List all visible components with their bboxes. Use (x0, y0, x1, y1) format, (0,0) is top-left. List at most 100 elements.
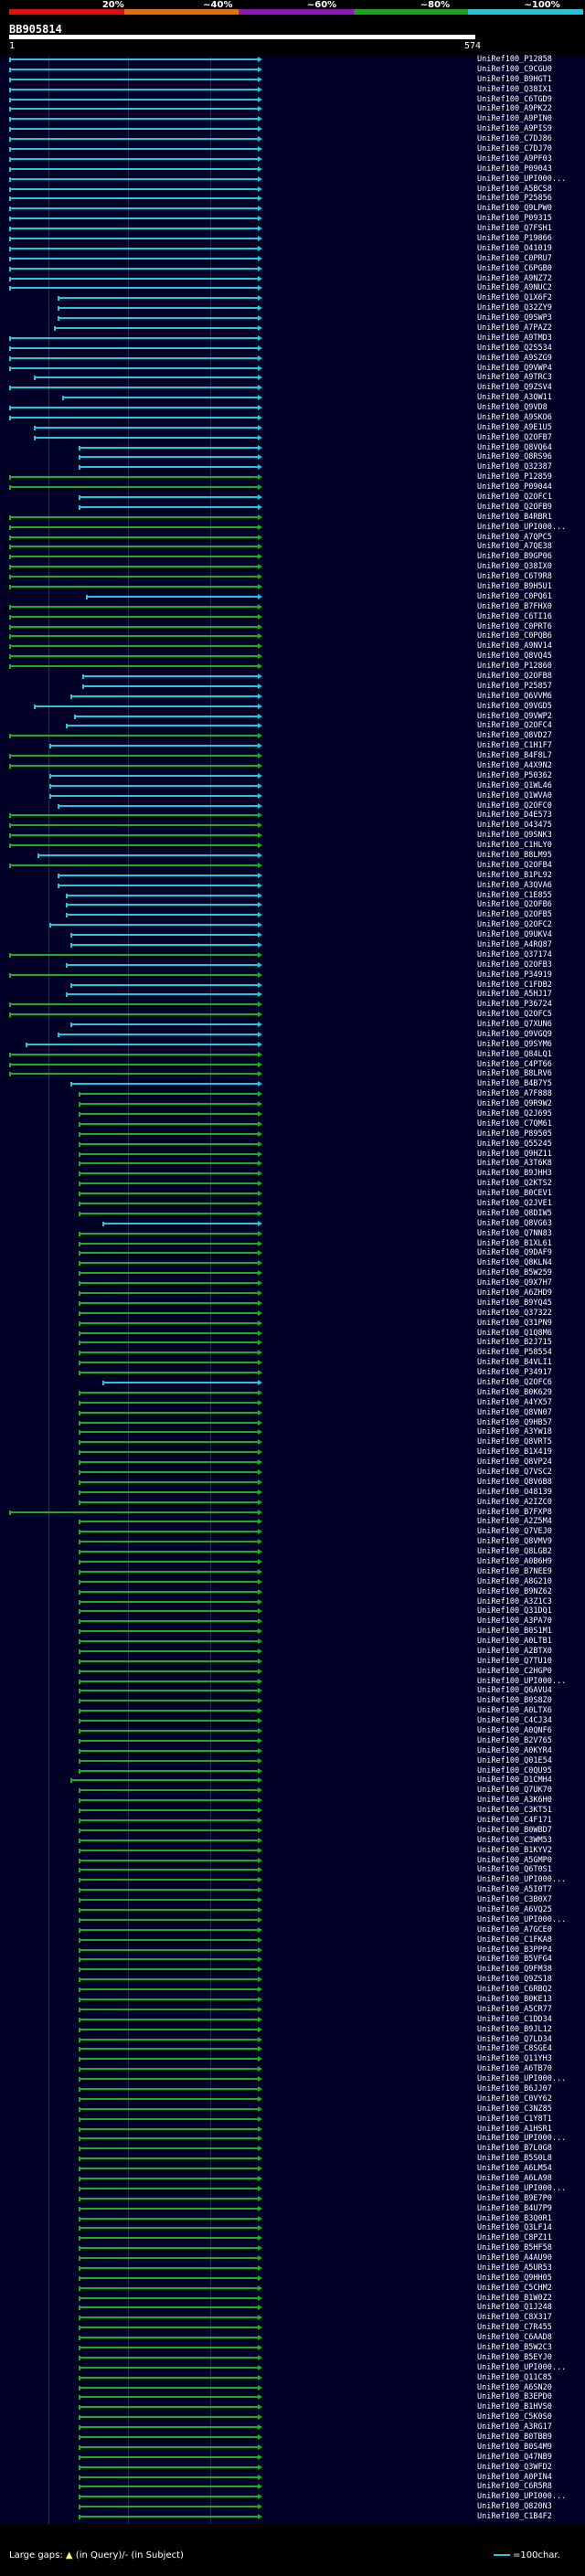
hit-row[interactable]: UniRef100_A6LA98 (0, 2174, 585, 2183)
hit-label[interactable]: UniRef100_A5HJ17 (477, 990, 552, 1000)
hit-label[interactable]: UniRef100_B7FXP8 (477, 1507, 552, 1517)
hit-label[interactable]: UniRef100_Q3LF14 (477, 2223, 552, 2233)
hit-label[interactable]: UniRef100_Q9SYM6 (477, 1039, 552, 1049)
hit-row[interactable]: UniRef100_C3B0X7 (0, 1895, 585, 1904)
hit-row[interactable]: UniRef100_A5GMP0 (0, 1856, 585, 1865)
hit-row[interactable]: UniRef100_Q6T0S1 (0, 1865, 585, 1874)
hit-label[interactable]: UniRef100_C0QU95 (477, 1765, 552, 1776)
hit-row[interactable]: UniRef100_Q37174 (0, 950, 585, 959)
hit-label[interactable]: UniRef100_A3QW11 (477, 393, 552, 403)
hit-label[interactable]: UniRef100_A6LM54 (477, 2164, 552, 2174)
hit-label[interactable]: UniRef100_UPI000... (477, 2134, 567, 2144)
hit-row[interactable]: UniRef100_Q8VMV9 (0, 1537, 585, 1547)
hit-row[interactable]: UniRef100_A3QW11 (0, 393, 585, 403)
hit-row[interactable]: UniRef100_B3Q0R1 (0, 2214, 585, 2223)
hit-row[interactable]: UniRef100_B9JL12 (0, 2025, 585, 2034)
hit-row[interactable]: UniRef100_Q6VVM6 (0, 692, 585, 701)
hit-row[interactable]: UniRef100_C5CHM2 (0, 2284, 585, 2293)
hit-row[interactable]: UniRef100_C1FDB2 (0, 980, 585, 990)
hit-label[interactable]: UniRef100_B4U7P9 (477, 2203, 552, 2213)
hit-row[interactable]: UniRef100_UPI000... (0, 2492, 585, 2501)
hit-label[interactable]: UniRef100_A9NV14 (477, 641, 552, 652)
hit-label[interactable]: UniRef100_Q31PN9 (477, 1318, 552, 1328)
hit-row[interactable]: UniRef100_Q1X6F2 (0, 293, 585, 302)
hit-row[interactable]: UniRef100_A5CR77 (0, 2004, 585, 2014)
hit-row[interactable]: UniRef100_A9NUC2 (0, 283, 585, 292)
hit-label[interactable]: UniRef100_A4RQ87 (477, 939, 552, 949)
hit-label[interactable]: UniRef100_B8LM95 (477, 850, 552, 860)
hit-label[interactable]: UniRef100_Q2OFB8 (477, 672, 552, 681)
hit-row[interactable]: UniRef100_C0PRT6 (0, 622, 585, 631)
hit-label[interactable]: UniRef100_P12860 (477, 662, 552, 672)
hit-label[interactable]: UniRef100_P34917 (477, 1368, 552, 1378)
hit-row[interactable]: UniRef100_C4PT66 (0, 1060, 585, 1069)
hit-row[interactable]: UniRef100_A3QVA6 (0, 881, 585, 890)
hit-label[interactable]: UniRef100_B9HGT1 (477, 74, 552, 84)
hit-row[interactable]: UniRef100_B4RBR1 (0, 512, 585, 522)
hit-label[interactable]: UniRef100_B4RBR1 (477, 512, 552, 522)
hit-label[interactable]: UniRef100_A6ZHD9 (477, 1288, 552, 1298)
hit-row[interactable]: UniRef100_B4U7P9 (0, 2203, 585, 2213)
hit-row[interactable]: UniRef100_P09315 (0, 214, 585, 223)
hit-row[interactable]: UniRef100_Q9DAF9 (0, 1248, 585, 1257)
hit-row[interactable]: UniRef100_A3T6K8 (0, 1159, 585, 1168)
hit-label[interactable]: UniRef100_B1PL92 (477, 870, 552, 880)
hit-label[interactable]: UniRef100_Q9SWP3 (477, 313, 552, 323)
hit-row[interactable]: UniRef100_A9NV14 (0, 641, 585, 652)
hit-row[interactable]: UniRef100_Q2OFC1 (0, 493, 585, 502)
hit-row[interactable]: UniRef100_A7PAZ2 (0, 323, 585, 333)
hit-label[interactable]: UniRef100_B0TBB9 (477, 2433, 552, 2443)
hit-row[interactable]: UniRef100_C8X317 (0, 2313, 585, 2322)
hit-row[interactable]: UniRef100_A4AU90 (0, 2253, 585, 2263)
hit-label[interactable]: UniRef100_Q11C85 (477, 2372, 552, 2382)
hit-row[interactable]: UniRef100_A3RG17 (0, 2422, 585, 2432)
hit-label[interactable]: UniRef100_Q8VD27 (477, 731, 552, 741)
hit-label[interactable]: UniRef100_O48139 (477, 1487, 552, 1497)
hit-row[interactable]: UniRef100_Q7XUN6 (0, 1020, 585, 1029)
hit-row[interactable]: UniRef100_A2BTX0 (0, 1647, 585, 1656)
hit-label[interactable]: UniRef100_UPI000... (477, 1676, 567, 1686)
hit-label[interactable]: UniRef100_C1E855 (477, 890, 552, 900)
hit-label[interactable]: UniRef100_D1CMH4 (477, 1776, 552, 1786)
hit-row[interactable]: UniRef100_A0QNF6 (0, 1726, 585, 1735)
hit-label[interactable]: UniRef100_Q9FM38 (477, 1965, 552, 1975)
hit-label[interactable]: UniRef100_UPI000... (477, 1875, 567, 1885)
hit-label[interactable]: UniRef100_A7QE38 (477, 542, 552, 552)
hit-label[interactable]: UniRef100_Q8VMV9 (477, 1537, 552, 1547)
hit-row[interactable]: UniRef100_A3Z1C3 (0, 1596, 585, 1606)
hit-label[interactable]: UniRef100_Q2OFB6 (477, 900, 552, 910)
hit-row[interactable]: UniRef100_C0VY62 (0, 2094, 585, 2104)
hit-label[interactable]: UniRef100_Q2OFB3 (477, 959, 552, 970)
hit-label[interactable]: UniRef100_A5CR77 (477, 2004, 552, 2014)
hit-label[interactable]: UniRef100_B7FHX0 (477, 601, 552, 611)
hit-row[interactable]: UniRef100_Q01E54 (0, 1756, 585, 1765)
hit-row[interactable]: UniRef100_C4CJ34 (0, 1716, 585, 1725)
hit-label[interactable]: UniRef100_B2J715 (477, 1338, 552, 1348)
hit-label[interactable]: UniRef100_C8PZ11 (477, 2233, 552, 2243)
hit-label[interactable]: UniRef100_C1FDB2 (477, 980, 552, 990)
hit-label[interactable]: UniRef100_P09044 (477, 482, 552, 493)
hit-label[interactable]: UniRef100_UPI000... (477, 1914, 567, 1924)
hit-label[interactable]: UniRef100_P36724 (477, 1000, 552, 1010)
hit-row[interactable]: UniRef100_A5BCS8 (0, 185, 585, 194)
hit-label[interactable]: UniRef100_A9PIS9 (477, 124, 552, 134)
hit-row[interactable]: UniRef100_A0PIN4 (0, 2473, 585, 2482)
hit-row[interactable]: UniRef100_Q6AVU4 (0, 1686, 585, 1695)
hit-label[interactable]: UniRef100_Q8VN07 (477, 1407, 552, 1417)
hit-row[interactable]: UniRef100_C1H1F7 (0, 741, 585, 751)
hit-row[interactable]: UniRef100_UPI000... (0, 2134, 585, 2144)
hit-row[interactable]: UniRef100_O41019 (0, 244, 585, 253)
hit-label[interactable]: UniRef100_C1FKA8 (477, 1935, 552, 1945)
hit-label[interactable]: UniRef100_UPI000... (477, 2183, 567, 2193)
hit-label[interactable]: UniRef100_Q7VEJ0 (477, 1527, 552, 1537)
hit-label[interactable]: UniRef100_C1H1F7 (477, 741, 552, 751)
hit-row[interactable]: UniRef100_Q8VN07 (0, 1407, 585, 1417)
hit-row[interactable]: UniRef100_C6R5R8 (0, 2482, 585, 2491)
hit-label[interactable]: UniRef100_B7L0G8 (477, 2144, 552, 2154)
hit-row[interactable]: UniRef100_Q7VEJ0 (0, 1527, 585, 1537)
hit-label[interactable]: UniRef100_A3Z1C3 (477, 1596, 552, 1606)
hit-row[interactable]: UniRef100_A7QPC5 (0, 533, 585, 542)
hit-label[interactable]: UniRef100_C7QM61 (477, 1118, 552, 1129)
hit-row[interactable]: UniRef100_Q32387 (0, 462, 585, 472)
hit-label[interactable]: UniRef100_B9NZ62 (477, 1586, 552, 1596)
